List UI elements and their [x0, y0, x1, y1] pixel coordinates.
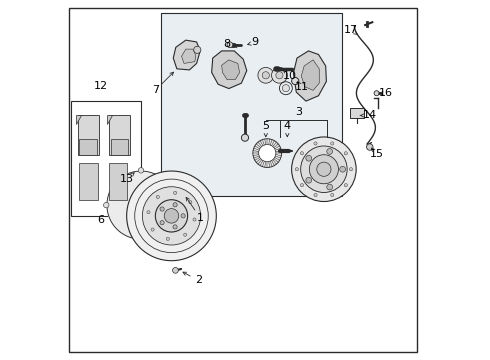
Circle shape — [331, 193, 334, 197]
Circle shape — [300, 152, 304, 155]
Circle shape — [126, 171, 216, 261]
Circle shape — [301, 146, 347, 193]
Text: 11: 11 — [294, 82, 309, 92]
Polygon shape — [107, 115, 112, 124]
Text: 16: 16 — [379, 88, 392, 98]
Circle shape — [271, 67, 287, 83]
Circle shape — [292, 137, 356, 202]
Circle shape — [262, 72, 270, 79]
Polygon shape — [109, 115, 130, 156]
Circle shape — [138, 168, 144, 173]
Text: 1: 1 — [196, 213, 204, 222]
Text: 12: 12 — [94, 81, 107, 91]
Circle shape — [151, 228, 154, 231]
Circle shape — [327, 149, 333, 154]
Text: 4: 4 — [284, 121, 291, 131]
Circle shape — [327, 184, 333, 190]
Bar — [71, 101, 141, 216]
Circle shape — [258, 67, 274, 83]
Text: 5: 5 — [262, 121, 270, 131]
Circle shape — [344, 152, 347, 155]
Text: 17: 17 — [343, 25, 358, 35]
Polygon shape — [107, 171, 175, 239]
Circle shape — [181, 214, 185, 218]
Circle shape — [306, 155, 312, 161]
Circle shape — [156, 195, 159, 199]
Text: 6: 6 — [97, 215, 104, 225]
Text: 9: 9 — [251, 37, 259, 47]
Circle shape — [300, 184, 304, 187]
Circle shape — [367, 144, 373, 150]
Circle shape — [306, 177, 312, 183]
Polygon shape — [111, 139, 128, 156]
Text: 7: 7 — [152, 85, 159, 95]
Circle shape — [253, 139, 282, 167]
Circle shape — [173, 191, 177, 194]
Polygon shape — [294, 51, 326, 101]
Circle shape — [317, 162, 331, 176]
Polygon shape — [212, 51, 247, 89]
Circle shape — [340, 166, 345, 172]
Polygon shape — [301, 60, 319, 90]
Circle shape — [227, 42, 233, 48]
Circle shape — [259, 144, 276, 162]
Circle shape — [276, 72, 283, 79]
Polygon shape — [79, 139, 97, 156]
Text: 10: 10 — [283, 71, 297, 81]
Polygon shape — [109, 163, 127, 200]
Text: 8: 8 — [223, 39, 231, 49]
Circle shape — [131, 195, 151, 215]
Text: 13: 13 — [120, 174, 134, 184]
Circle shape — [173, 225, 177, 229]
Text: 15: 15 — [370, 149, 384, 159]
Circle shape — [164, 208, 179, 223]
Circle shape — [282, 85, 290, 92]
Polygon shape — [79, 163, 98, 200]
Circle shape — [331, 142, 334, 145]
Text: 3: 3 — [295, 107, 302, 117]
Circle shape — [160, 207, 164, 211]
Circle shape — [173, 203, 177, 207]
Polygon shape — [181, 49, 196, 63]
Circle shape — [166, 237, 170, 240]
Circle shape — [147, 211, 150, 214]
Polygon shape — [173, 40, 200, 70]
Circle shape — [160, 221, 164, 225]
Circle shape — [143, 187, 200, 245]
Polygon shape — [76, 115, 81, 124]
Circle shape — [193, 218, 196, 221]
Polygon shape — [77, 115, 99, 156]
Circle shape — [189, 201, 192, 204]
Circle shape — [295, 168, 298, 171]
Circle shape — [344, 184, 347, 187]
Text: 14: 14 — [363, 111, 377, 121]
Circle shape — [103, 202, 109, 208]
Circle shape — [314, 142, 317, 145]
Circle shape — [374, 91, 379, 96]
Circle shape — [309, 155, 339, 184]
Bar — [161, 13, 342, 196]
Circle shape — [292, 77, 299, 85]
Circle shape — [184, 233, 187, 236]
Circle shape — [194, 46, 201, 53]
Circle shape — [172, 267, 178, 273]
Polygon shape — [221, 60, 240, 80]
Circle shape — [242, 134, 248, 141]
Text: 2: 2 — [195, 275, 202, 285]
Circle shape — [155, 200, 188, 232]
Circle shape — [138, 237, 144, 243]
Circle shape — [349, 168, 353, 171]
Bar — [350, 108, 365, 118]
Circle shape — [314, 193, 317, 197]
